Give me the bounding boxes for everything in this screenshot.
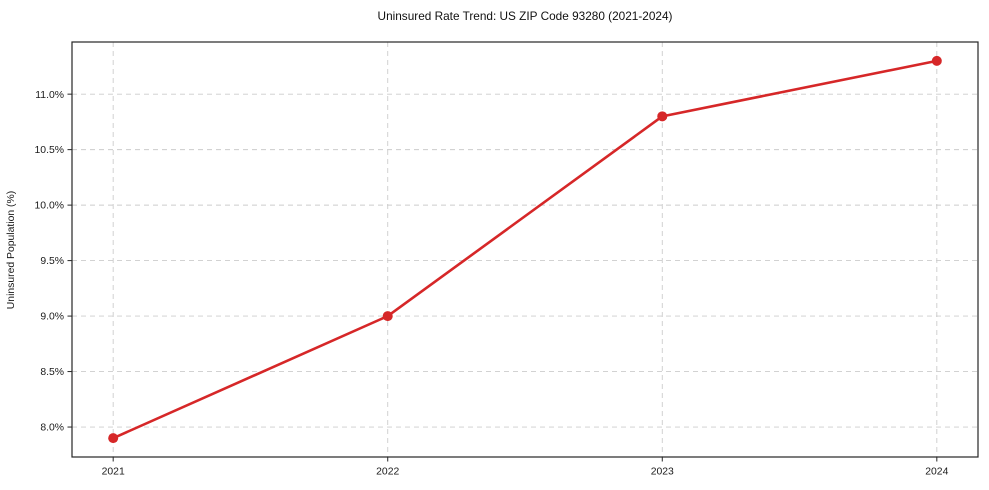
y-tick-label: 10.0% [35,201,64,212]
y-tick-label: 9.5% [40,256,64,267]
x-tick-label: 2021 [102,467,125,478]
gridlines [72,42,978,457]
tick-labels: 8.0% 8.5% 9.0% 9.5% 10.0% 10.5% 11.0% 2021 2022 2… [35,90,949,478]
data-point-2022 [382,311,393,322]
data-point-2024 [931,55,942,66]
data-point-2023 [657,111,668,122]
plot-border [71,41,979,458]
chart-title: Uninsured Rate Trend: US ZIP Code 93280 … [378,9,673,23]
y-tick-label: 9.0% [40,312,64,323]
data-point-2021 [108,433,119,444]
trend-line [111,59,939,440]
x-tick-label: 2024 [925,467,948,478]
y-tick-label: 8.5% [40,367,64,378]
axis-ticks [67,93,938,462]
y-tick-label: 10.5% [35,145,64,156]
spine-box [71,41,979,458]
y-axis-label: Uninsured Population (%) [6,191,17,309]
data-series [108,55,942,444]
x-tick-label: 2022 [376,467,399,478]
y-tick-label: 11.0% [35,90,64,101]
x-tick-label: 2023 [651,467,674,478]
y-tick-label: 8.0% [40,423,64,434]
